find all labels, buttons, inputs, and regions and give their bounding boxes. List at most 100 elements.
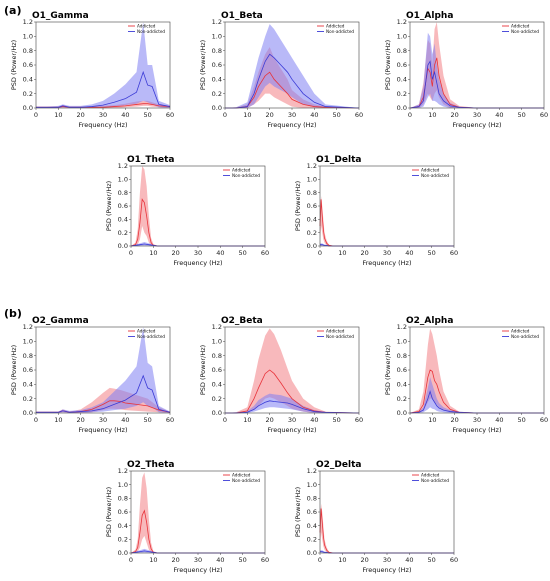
- y-axis-label: PSD (Power/Hz): [10, 40, 18, 90]
- legend-label: Addicted: [232, 168, 251, 173]
- x-tick-label: 10: [243, 416, 251, 424]
- y-tick-label: 0.4: [23, 76, 33, 84]
- chart-o2-delta: O2_Delta 0.0 0.2 0.4 0.6 0.8 1.0 1.2 0 10 20 30 40 50…: [294, 460, 458, 574]
- y-tick-label: 1.2: [212, 18, 222, 26]
- band-non-addicted: [131, 242, 265, 246]
- band-addicted: [131, 472, 265, 553]
- y-tick-label: 0.4: [307, 216, 317, 224]
- y-tick-label: 0.2: [397, 90, 407, 98]
- x-tick-label: 40: [405, 556, 413, 564]
- y-tick-label: 0.6: [118, 202, 128, 210]
- charts-group: O1_Gamma 0.0 0.2 0.4 0.6 0.8 1.0 1.2 0 10 20 30 40 50…: [10, 11, 548, 574]
- band-addicted: [410, 22, 544, 108]
- chart-title: O2_Beta: [221, 316, 263, 326]
- x-tick-label: 60: [261, 249, 269, 257]
- x-axis-label: Frequency (Hz): [362, 566, 411, 574]
- x-tick-label: 30: [383, 556, 391, 564]
- y-tick-label: 0.4: [118, 522, 128, 530]
- x-axis-label: Frequency (Hz): [173, 259, 222, 267]
- x-tick-label: 10: [149, 249, 157, 257]
- legend-label: Non-addicted: [326, 334, 354, 339]
- legend-label: Addicted: [326, 329, 345, 334]
- chart-o1-gamma: O1_Gamma 0.0 0.2 0.4 0.6 0.8 1.0 1.2 0 10 20 30 40 50…: [10, 11, 174, 129]
- y-tick-label: 0.0: [212, 409, 222, 417]
- x-tick-label: 40: [495, 111, 503, 119]
- y-tick-label: 0.8: [118, 189, 128, 197]
- x-tick-label: 50: [333, 111, 341, 119]
- x-tick-label: 40: [495, 416, 503, 424]
- y-tick-label: 0.2: [118, 229, 128, 237]
- y-tick-label: 1.2: [397, 18, 407, 26]
- x-tick-label: 20: [266, 111, 274, 119]
- chart-title: O1_Gamma: [32, 11, 89, 21]
- legend-label: Non-addicted: [511, 334, 539, 339]
- y-tick-label: 0.0: [307, 242, 317, 250]
- legend-label: Addicted: [232, 473, 251, 478]
- panel-label-a: (a): [4, 4, 21, 17]
- legend-label: Addicted: [137, 24, 156, 29]
- line-non-addicted: [409, 60, 544, 109]
- x-tick-label: 20: [361, 556, 369, 564]
- x-tick-label: 30: [99, 111, 107, 119]
- y-tick-label: 0.2: [23, 90, 33, 98]
- x-tick-label: 20: [451, 416, 459, 424]
- legend-label: Addicted: [511, 329, 530, 334]
- y-tick-label: 0.6: [307, 508, 317, 516]
- x-tick-label: 10: [338, 556, 346, 564]
- y-tick-label: 1.0: [397, 33, 407, 41]
- y-axis-label: PSD (Power/Hz): [294, 181, 302, 231]
- y-tick-label: 0.6: [307, 202, 317, 210]
- x-tick-label: 10: [149, 556, 157, 564]
- x-tick-label: 40: [121, 416, 129, 424]
- x-axis-label: Frequency (Hz): [173, 566, 222, 574]
- band-addicted: [225, 328, 359, 413]
- band-non-addicted: [225, 393, 359, 413]
- y-tick-label: 0.2: [307, 229, 317, 237]
- legend-label: Non-addicted: [232, 173, 260, 178]
- x-tick-label: 50: [239, 556, 247, 564]
- y-axis-label: PSD (Power/Hz): [384, 40, 392, 90]
- x-tick-label: 50: [428, 556, 436, 564]
- band-non-addicted: [36, 327, 170, 413]
- line-non-addicted: [36, 374, 171, 413]
- x-tick-label: 30: [383, 249, 391, 257]
- x-tick-label: 10: [54, 416, 62, 424]
- x-tick-label: 50: [333, 416, 341, 424]
- x-tick-label: 60: [261, 556, 269, 564]
- chart-o1-theta: O1_Theta 0.0 0.2 0.4 0.6 0.8 1.0 1.2 0 10 20 30 40 50…: [105, 155, 269, 267]
- y-tick-label: 1.2: [118, 162, 128, 170]
- legend-label: Addicted: [511, 24, 530, 29]
- chart-title: O1_Beta: [221, 11, 263, 21]
- x-axis-label: Frequency (Hz): [267, 121, 316, 129]
- chart-o1-alpha: O1_Alpha 0.0 0.2 0.4 0.6 0.8 1.0 1.2 0 10 20 30 40 50…: [384, 11, 548, 129]
- band-non-addicted: [131, 548, 265, 553]
- y-tick-label: 0.0: [118, 242, 128, 250]
- chart-o2-alpha: O2_Alpha 0.0 0.2 0.4 0.6 0.8 1.0 1.2 0 10 20 30 40 50…: [384, 316, 548, 434]
- plot-frame: [319, 470, 455, 554]
- y-axis-label: PSD (Power/Hz): [105, 487, 113, 537]
- legend-label: Addicted: [326, 24, 345, 29]
- x-tick-label: 20: [266, 416, 274, 424]
- x-tick-label: 50: [518, 111, 526, 119]
- x-tick-label: 20: [77, 111, 85, 119]
- y-tick-label: 0.6: [118, 508, 128, 516]
- y-tick-label: 1.0: [307, 176, 317, 184]
- band-non-addicted: [320, 550, 454, 553]
- band-non-addicted: [225, 24, 359, 108]
- y-tick-label: 1.0: [118, 176, 128, 184]
- y-tick-label: 0.8: [212, 352, 222, 360]
- y-tick-label: 0.8: [118, 495, 128, 503]
- legend-label: Non-addicted: [421, 478, 449, 483]
- legend-label: Addicted: [421, 473, 440, 478]
- x-axis-label: Frequency (Hz): [78, 426, 127, 434]
- x-tick-label: 40: [121, 111, 129, 119]
- chart-o1-delta: O1_Delta 0.0 0.2 0.4 0.6 0.8 1.0 1.2 0 10 20 30 40 50…: [294, 155, 458, 267]
- x-tick-label: 50: [428, 249, 436, 257]
- legend-label: Non-addicted: [232, 478, 260, 483]
- x-tick-label: 0: [129, 249, 133, 257]
- y-tick-label: 1.2: [397, 323, 407, 331]
- chart-title: O2_Gamma: [32, 316, 89, 326]
- x-axis-label: Frequency (Hz): [362, 259, 411, 267]
- x-tick-label: 60: [540, 111, 548, 119]
- legend-label: Addicted: [421, 168, 440, 173]
